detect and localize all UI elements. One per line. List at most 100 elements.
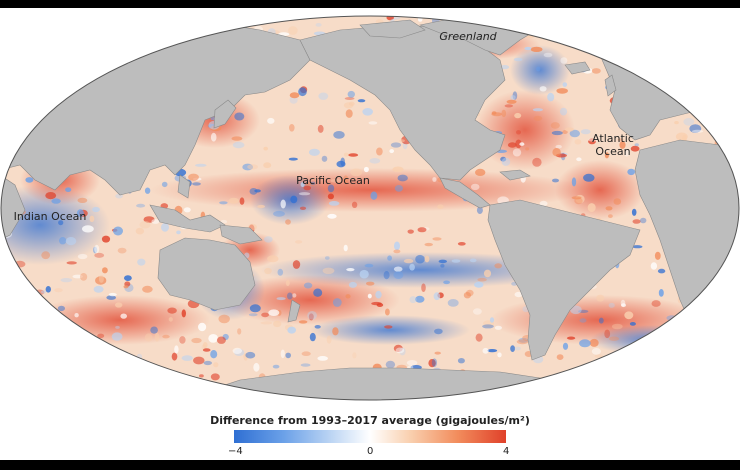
eddy: [556, 88, 568, 94]
eddy: [94, 244, 100, 254]
eddy: [263, 162, 272, 169]
eddy: [300, 363, 311, 367]
eddy: [447, 299, 459, 307]
eddy: [115, 302, 123, 308]
eddy: [239, 197, 245, 205]
eddy: [376, 147, 383, 156]
eddy: [93, 285, 104, 293]
legend-title: Difference from 1993–2017 average (gigaj…: [210, 414, 530, 427]
eddy: [123, 285, 129, 289]
eddy: [567, 336, 576, 340]
eddy: [213, 362, 219, 368]
eddy: [407, 229, 414, 234]
eddy: [536, 66, 541, 72]
eddy: [532, 157, 542, 167]
eddy: [631, 208, 637, 216]
eddy: [210, 350, 218, 359]
eddy: [314, 325, 321, 329]
eddy: [45, 286, 51, 293]
bottom-border: [0, 460, 740, 470]
eddy: [137, 258, 146, 266]
eddy: [41, 251, 51, 260]
eddy: [113, 226, 123, 236]
eddy: [629, 322, 636, 326]
eddy: [457, 358, 465, 364]
eddy: [253, 362, 260, 372]
eddy: [292, 293, 297, 298]
eddy: [95, 276, 107, 285]
eddy: [474, 281, 484, 288]
eddy: [94, 252, 105, 258]
eddy: [591, 348, 602, 355]
eddy: [139, 220, 151, 229]
eddy: [555, 144, 562, 149]
eddy: [613, 198, 622, 205]
eddy: [343, 152, 349, 157]
eddy: [608, 302, 615, 308]
eddy: [562, 342, 569, 350]
eddy: [473, 308, 482, 315]
eddy: [533, 115, 543, 121]
colorbar-mid-label: 0: [367, 446, 374, 457]
eddy: [41, 290, 46, 294]
eddy: [285, 352, 292, 359]
eddy: [231, 136, 243, 141]
eddy: [518, 337, 529, 343]
eddy: [203, 342, 208, 348]
eddy: [345, 294, 351, 299]
eddy: [393, 249, 401, 254]
eddy: [392, 166, 404, 173]
eddy: [277, 268, 284, 276]
eddy: [348, 153, 359, 157]
eddy: [559, 107, 568, 116]
eddy: [264, 267, 272, 275]
eddy: [263, 146, 269, 151]
eddy: [604, 152, 610, 159]
eddy: [514, 346, 521, 351]
eddy: [327, 193, 334, 200]
eddy: [150, 326, 158, 334]
land-iceland: [564, 61, 591, 75]
eddy: [198, 322, 207, 332]
eddy: [289, 124, 295, 132]
eddy: [619, 141, 626, 149]
eddy: [469, 258, 477, 263]
eddy: [421, 283, 426, 293]
eddy: [183, 207, 191, 213]
eddy: [510, 345, 515, 352]
eddy: [168, 317, 173, 322]
eddy: [428, 359, 436, 368]
land-africa-east: [1, 174, 26, 241]
land-caribbean: [499, 169, 531, 181]
eddy: [524, 46, 532, 51]
eddy: [539, 86, 547, 92]
eddy: [80, 273, 88, 281]
eddy: [330, 179, 342, 183]
eddy: [317, 124, 324, 133]
eddy: [457, 242, 466, 246]
eddy: [587, 203, 596, 213]
eddy: [543, 52, 553, 58]
eddy: [317, 356, 329, 361]
eddy: [530, 46, 543, 53]
land-arctic-islands: [359, 19, 426, 39]
eddy: [475, 333, 483, 342]
eddy: [385, 308, 390, 316]
eddy: [181, 309, 186, 318]
eddy: [340, 157, 346, 167]
eddy: [594, 354, 603, 359]
eddy: [689, 124, 702, 133]
eddy: [332, 298, 342, 307]
eddy: [298, 87, 307, 97]
eddy: [658, 289, 664, 297]
eddy: [59, 237, 67, 245]
eddy: [242, 163, 254, 171]
eddy: [193, 356, 205, 365]
eddy: [497, 352, 502, 358]
eddy: [390, 142, 402, 148]
eddy: [514, 112, 522, 119]
eddy: [289, 92, 300, 99]
eddy: [25, 177, 34, 183]
eddy: [552, 178, 559, 183]
eddy: [101, 235, 111, 243]
